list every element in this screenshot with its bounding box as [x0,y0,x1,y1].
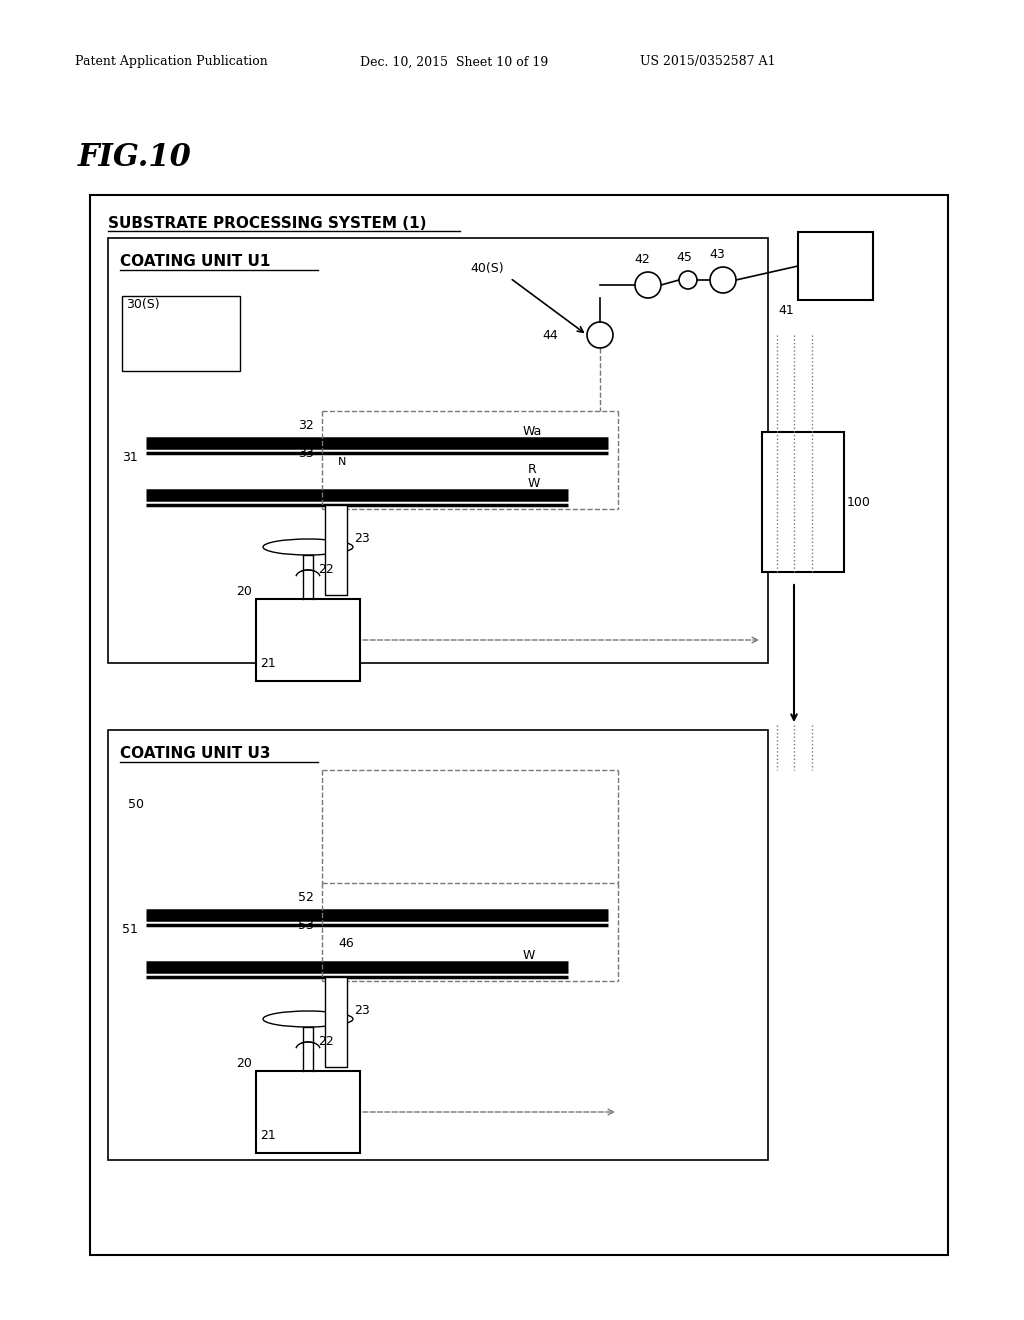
Text: 33: 33 [298,447,313,459]
Bar [762,432,844,572]
Bar [256,599,360,681]
Bar [108,238,768,663]
Text: 23: 23 [354,532,370,545]
Text: 30(S): 30(S) [126,298,160,312]
Text: 41: 41 [778,304,794,317]
Text: 53: 53 [298,919,314,932]
Text: 21: 21 [260,1129,275,1142]
Text: 100: 100 [847,495,870,508]
Bar [798,232,873,300]
Text: SUBSTRATE PROCESSING SYSTEM (1): SUBSTRATE PROCESSING SYSTEM (1) [108,215,427,231]
Ellipse shape [263,539,353,554]
Text: 52: 52 [298,891,314,904]
Text: 51: 51 [122,923,138,936]
Text: US 2015/0352587 A1: US 2015/0352587 A1 [640,55,775,69]
Text: 32: 32 [298,418,313,432]
Text: W: W [528,477,541,490]
Circle shape [679,271,697,289]
Text: Wa: Wa [523,425,543,438]
Text: COATING UNIT U3: COATING UNIT U3 [120,747,270,762]
Circle shape [710,267,736,293]
Bar [325,977,347,1067]
Text: 20: 20 [237,585,252,598]
Text: 21: 21 [260,657,275,671]
Bar [108,730,768,1160]
Text: Patent Application Publication: Patent Application Publication [75,55,267,69]
Bar [122,296,240,371]
Text: N: N [338,457,346,467]
Text: 46: 46 [338,937,353,950]
Text: COATING UNIT U1: COATING UNIT U1 [120,255,270,269]
Text: 22: 22 [318,1035,334,1048]
Text: 45: 45 [676,251,692,264]
Text: 50: 50 [128,799,144,810]
Bar [325,506,347,595]
Bar [90,195,948,1255]
Text: 42: 42 [634,253,650,267]
Text: 43: 43 [710,248,725,261]
Text: 23: 23 [354,1005,370,1016]
Text: 40(S): 40(S) [470,261,504,275]
Text: FIG.10: FIG.10 [78,143,191,173]
Text: 44: 44 [543,329,558,342]
Bar [256,1071,360,1152]
Text: 22: 22 [318,564,334,576]
Text: 20: 20 [237,1057,252,1071]
Circle shape [635,272,662,298]
Ellipse shape [263,1011,353,1027]
Text: W: W [523,949,536,962]
Text: Dec. 10, 2015  Sheet 10 of 19: Dec. 10, 2015 Sheet 10 of 19 [360,55,548,69]
Circle shape [587,322,613,348]
Text: 31: 31 [122,451,138,465]
Text: R: R [528,463,537,477]
